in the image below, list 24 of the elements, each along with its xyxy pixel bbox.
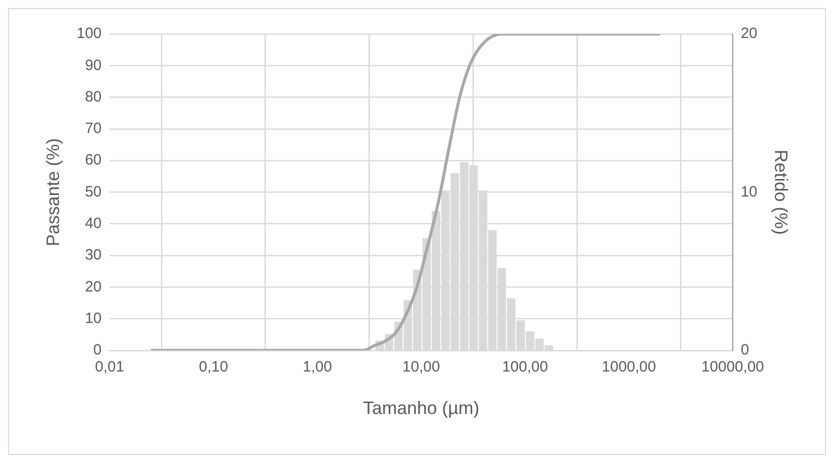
y2-tick-label: 10 <box>740 183 758 200</box>
y-tick-label: 70 <box>84 120 102 138</box>
y-tick-label: 30 <box>84 246 102 264</box>
x-tick-label: 0,01 <box>95 358 124 376</box>
y-tick-label: 10 <box>84 310 102 327</box>
y2-tick-label: 0 <box>740 342 750 359</box>
y-tick-label: 80 <box>84 88 102 106</box>
x-tick-label: 1000,00 <box>602 358 656 376</box>
y-tick-label: 20 <box>84 278 102 296</box>
x-tick-label: 0,10 <box>198 358 228 376</box>
y-tick-label: 50 <box>84 183 102 200</box>
y-tick-label: 100 <box>76 25 102 42</box>
x-axis-title: Tamanho (µm) <box>362 398 480 418</box>
y-tick-label: 0 <box>93 342 102 359</box>
x-tick-label: 1,00 <box>302 358 332 376</box>
y2-tick-label: 20 <box>740 25 758 42</box>
y-axis-title: Passante (%) <box>42 138 63 246</box>
x-tick-label: 10,00 <box>402 358 440 376</box>
x-tick-label: 100,00 <box>502 358 548 376</box>
y-tick-label: 40 <box>84 214 102 232</box>
y2-axis-title: Retido (%) <box>771 150 792 235</box>
y-tick-label: 60 <box>84 152 102 169</box>
y-tick-label: 90 <box>84 56 102 74</box>
x-tick-label: 10000,00 <box>701 358 764 376</box>
